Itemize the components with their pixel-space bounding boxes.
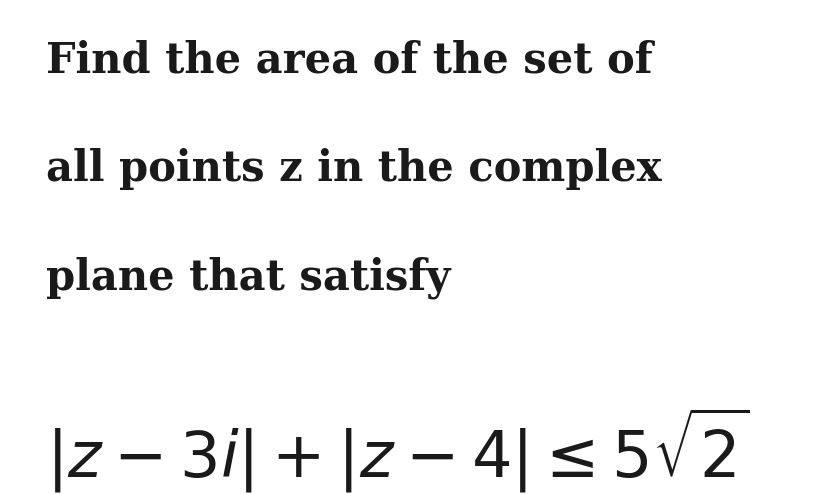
Text: Find the area of the set of: Find the area of the set of [45, 40, 652, 82]
Text: plane that satisfy: plane that satisfy [45, 257, 450, 299]
Text: $|z-3i|+|z-4|\leq 5\sqrt{2}$: $|z-3i|+|z-4|\leq 5\sqrt{2}$ [45, 405, 748, 494]
Text: all points z in the complex: all points z in the complex [45, 148, 661, 190]
